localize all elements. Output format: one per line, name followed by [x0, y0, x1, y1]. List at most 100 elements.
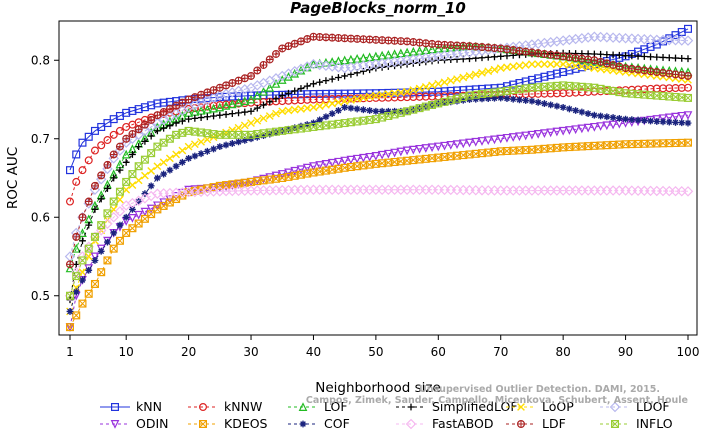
data-point: [378, 90, 387, 99]
data-point: [372, 107, 380, 115]
data-point: [684, 119, 692, 127]
data-point: [227, 99, 237, 109]
data-point: [546, 128, 556, 138]
data-point-cross: [78, 299, 87, 308]
data-point: [197, 114, 205, 121]
data-point-cross: [491, 44, 498, 52]
series-fastabod: [64, 184, 694, 301]
data-point-cross: [66, 323, 74, 331]
data-point: [596, 64, 605, 73]
data-point: [472, 95, 480, 103]
data-point: [172, 162, 180, 170]
data-point: [359, 93, 368, 102]
series-lof: [65, 41, 693, 273]
plot-frame: [58, 20, 698, 336]
data-point: [284, 168, 293, 178]
data-point-cross: [153, 111, 161, 119]
data-point-cross: [91, 233, 99, 241]
data-point: [553, 60, 561, 69]
data-point: [166, 166, 174, 174]
data-point: [210, 112, 217, 120]
data-point: [547, 101, 555, 109]
data-point: [159, 158, 168, 167]
x-tick-label: 90: [618, 345, 633, 359]
data-point: [199, 420, 208, 429]
data-point: [371, 152, 381, 161]
data-point: [503, 95, 511, 102]
series-line: [69, 45, 689, 269]
data-point: [458, 41, 468, 51]
data-point-cross: [416, 39, 423, 47]
data-point: [421, 83, 430, 91]
data-point-cross: [110, 151, 118, 158]
data-point: [683, 138, 692, 147]
data-point-cross: [647, 67, 654, 75]
data-point: [79, 276, 86, 284]
data-point: [397, 107, 405, 115]
data-point: [310, 80, 317, 88]
data-point: [122, 158, 130, 166]
data-point-cross: [484, 44, 492, 51]
data-point: [622, 115, 629, 123]
data-point: [522, 97, 530, 104]
data-point: [340, 97, 349, 105]
data-point: [291, 87, 299, 95]
series-layer: [64, 24, 694, 332]
data-point-cross: [216, 84, 224, 92]
data-point: [483, 136, 493, 146]
data-point: [396, 88, 405, 97]
data-point: [134, 210, 144, 220]
data-point: [91, 206, 99, 213]
data-point: [240, 121, 249, 130]
data-point: [415, 144, 424, 154]
data-point: [65, 323, 74, 332]
data-point: [284, 106, 293, 115]
data-point: [72, 150, 81, 159]
data-point: [234, 180, 243, 189]
data-point: [128, 224, 137, 233]
data-point: [497, 94, 505, 102]
data-point: [122, 177, 131, 186]
data-point-cross: [672, 70, 679, 78]
data-point: [228, 110, 236, 118]
chart-title: PageBlocks_norm_10: [290, 0, 466, 17]
data-point-cross: [116, 237, 124, 245]
data-point: [303, 82, 311, 90]
legend-item-cof: COF: [288, 416, 350, 431]
data-point: [265, 112, 274, 120]
data-point: [259, 86, 268, 96]
legend-label: kNN: [136, 399, 162, 414]
data-point: [97, 247, 105, 255]
data-point-cross: [547, 51, 555, 59]
legend-label: INFLO: [636, 416, 673, 431]
data-point: [134, 162, 143, 171]
data-point-cross: [640, 67, 648, 74]
data-point: [110, 403, 119, 412]
data-point-cross: [72, 311, 80, 320]
data-point: [540, 60, 549, 69]
data-point: [71, 243, 81, 253]
data-point-cross: [128, 170, 137, 178]
data-point: [521, 61, 530, 69]
data-point: [103, 256, 112, 265]
data-point: [147, 167, 156, 175]
data-point-cross: [615, 63, 623, 70]
data-point-cross: [84, 244, 93, 253]
data-point: [484, 95, 492, 102]
data-point-cross: [409, 38, 417, 46]
data-point: [615, 114, 623, 122]
data-point-cross: [509, 46, 517, 54]
data-point: [140, 207, 150, 217]
data-point: [90, 232, 99, 241]
data-point: [328, 99, 337, 108]
data-point: [178, 117, 186, 125]
data-point-cross: [534, 49, 542, 57]
series-line: [69, 142, 689, 328]
data-point: [565, 105, 573, 113]
data-point: [209, 103, 218, 113]
data-point: [221, 101, 231, 110]
data-point: [602, 121, 612, 131]
data-point-cross: [578, 55, 586, 63]
data-point-cross: [141, 121, 149, 129]
data-point-cross: [665, 70, 673, 77]
